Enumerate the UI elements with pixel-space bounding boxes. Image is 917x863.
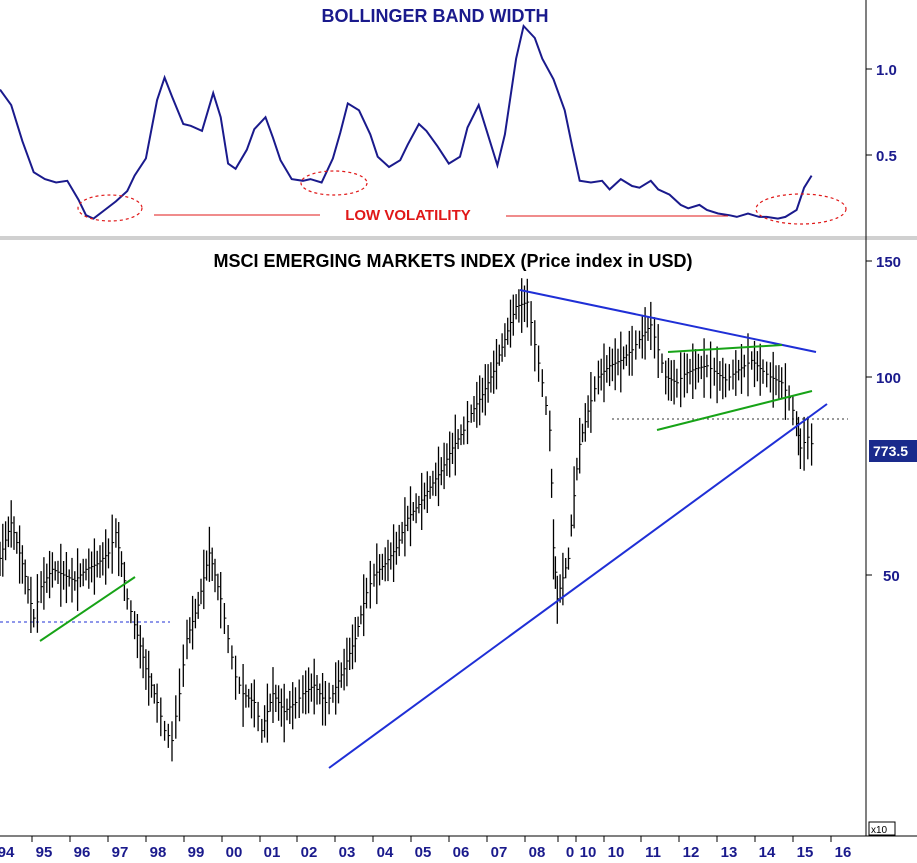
x-tick-label: 99 (188, 844, 205, 861)
low-volatility-label: LOW VOLATILITY (345, 207, 471, 224)
x-tick-label: 16 (835, 844, 852, 861)
x-tick-label: 0 (566, 844, 574, 861)
x-tick-label: 15 (797, 844, 814, 861)
x-tick-label: 97 (112, 844, 129, 861)
x-tick-label: 94 (0, 844, 15, 861)
x-tick-label: 06 (453, 844, 470, 861)
x-tick-label: 95 (36, 844, 53, 861)
x-tick-label: 08 (529, 844, 546, 861)
x-tick-label: 98 (150, 844, 167, 861)
multiplier-box (868, 821, 896, 836)
price-tick-50: 50 (883, 568, 900, 585)
bandwidth-pane: BOLLINGER BAND WIDTH 1.0 0.5 LOW VOLATIL… (0, 6, 897, 225)
trendline-upper-resistance (519, 289, 817, 353)
price-pane: MSCI EMERGING MARKETS INDEX (Price index… (0, 251, 917, 836)
x-tick-label: 01 (264, 844, 281, 861)
x-tick-label: 04 (377, 844, 394, 861)
multiplier-label: x10 (871, 825, 888, 836)
trendline-green-lower (656, 390, 813, 431)
bandwidth-line (0, 23, 813, 220)
x-tick-label: 03 (339, 844, 356, 861)
trendline-green-1995 (39, 576, 136, 642)
bandwidth-series (0, 23, 813, 220)
low-volatility-circle-2002 (300, 170, 368, 196)
x-tick-label: 12 (683, 844, 700, 861)
x-tick-label: 11 (645, 844, 661, 861)
x-tick-label: 05 (415, 844, 432, 861)
x-tick-label: 10 (608, 844, 625, 861)
low-volatility-circle-1996 (77, 194, 143, 222)
bandwidth-tick-1: 1.0 (876, 62, 897, 79)
trendline-lower-support (328, 403, 828, 769)
bandwidth-tick-0-5: 0.5 (876, 148, 897, 165)
x-tick-label: 02 (301, 844, 318, 861)
low-volatility-circle-2014 (755, 193, 847, 225)
x-tick-label: 14 (759, 844, 776, 861)
last-price-value: 773.5 (873, 443, 908, 459)
x-axis: 94 95 96 97 98 99 00 01 02 03 04 05 06 07 08 0 10 10 11 12 1… (0, 836, 851, 861)
price-title: MSCI EMERGING MARKETS INDEX (Price index… (213, 251, 692, 271)
x-tick-label: 96 (74, 844, 91, 861)
x-tick-label: 10 (580, 844, 597, 861)
x-tick-label: 00 (226, 844, 243, 861)
x-tick-label: 13 (721, 844, 738, 861)
price-tick-150: 150 (876, 254, 901, 271)
trendline-green-upper (667, 344, 783, 353)
last-price-badge (869, 440, 917, 462)
price-series (0, 278, 814, 762)
x-tick-label: 07 (491, 844, 508, 861)
bandwidth-title: BOLLINGER BAND WIDTH (322, 6, 549, 26)
price-tick-100: 100 (876, 370, 901, 387)
